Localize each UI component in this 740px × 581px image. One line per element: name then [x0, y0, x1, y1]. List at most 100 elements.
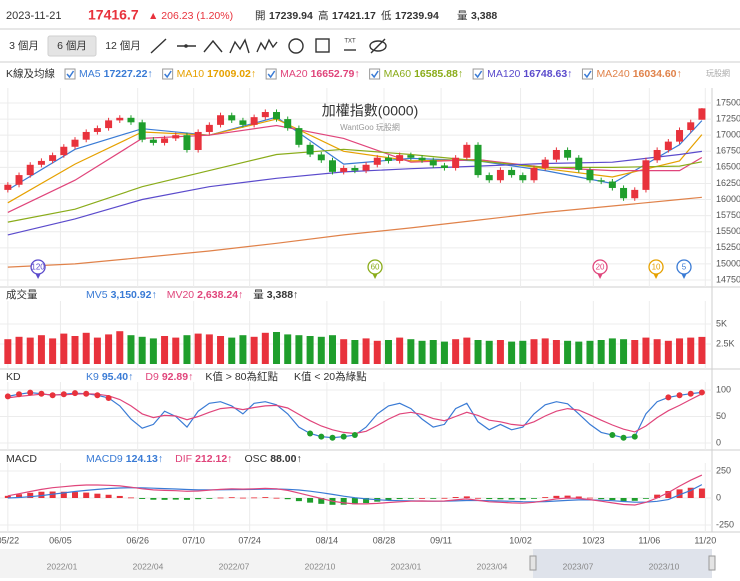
candle-body: [37, 160, 45, 165]
legend-checkbox[interactable]: [162, 68, 174, 80]
osc-bar: [340, 498, 347, 505]
candle-body: [26, 164, 34, 176]
abc-tool[interactable]: [229, 38, 250, 54]
legend-checkbox[interactable]: [369, 68, 381, 80]
navigator-handle[interactable]: [529, 555, 537, 571]
volume-bar: [284, 334, 292, 364]
osc-bar: [27, 492, 34, 498]
candle-body: [161, 138, 169, 143]
legend-checkbox[interactable]: [64, 68, 76, 80]
y-tick-label: 17250: [716, 113, 740, 123]
k-low-dot: [631, 433, 638, 440]
candle-body: [608, 181, 616, 188]
candle-body: [71, 139, 79, 147]
navigator-label: 2022/04: [133, 561, 164, 571]
angle-tool[interactable]: [203, 39, 223, 53]
legend-checkbox[interactable]: [581, 68, 593, 80]
volume-bar: [250, 336, 258, 364]
x-tick-label: 05/22: [0, 535, 19, 545]
range-button[interactable]: [100, 36, 146, 56]
osc-bar: [620, 498, 627, 502]
stat-value: 2,638.24↑: [197, 289, 243, 301]
legend-check: [267, 70, 276, 79]
ma-start-marker: [676, 259, 692, 275]
legend-value: 16585.88↑: [414, 68, 463, 80]
osc-bar: [351, 498, 358, 505]
hline-tool[interactable]: [177, 44, 196, 48]
volume-bar: [373, 340, 381, 364]
osc-bar: [195, 498, 202, 500]
ma-start-label: 60: [371, 263, 380, 272]
line-tool[interactable]: [150, 38, 167, 54]
low-label: 低: [381, 9, 392, 22]
range-button-label[interactable]: 3 個月: [9, 39, 39, 52]
volume-bar: [418, 340, 426, 364]
range-button[interactable]: [3, 36, 45, 56]
candle-body: [250, 117, 258, 125]
legend-check: [474, 70, 483, 79]
y-tick-label: 0: [716, 492, 721, 502]
kd-note: K值 > 80為紅點: [205, 370, 278, 383]
candle-body: [49, 155, 57, 161]
navigator-window[interactable]: [533, 549, 712, 578]
range-button-label[interactable]: 12 個月: [105, 39, 141, 52]
circle-tool[interactable]: [288, 38, 304, 54]
osc-bar: [127, 497, 134, 499]
stat-name: MV20: [167, 289, 195, 301]
text-tool[interactable]: TXT: [344, 39, 356, 45]
osc-bar: [542, 497, 549, 498]
k-high-dot: [94, 392, 101, 399]
volume-bar: [194, 333, 202, 364]
y-tick-label: -250: [716, 519, 734, 529]
panel-title: MACD: [6, 453, 37, 465]
candle-body: [597, 180, 605, 182]
drawing-tools: TXT: [150, 38, 387, 54]
k-low-dot: [340, 433, 347, 440]
hide-tool[interactable]: [369, 38, 387, 54]
stat-name: D9: [145, 371, 159, 383]
stat-name: DIF: [175, 453, 192, 465]
osc-bar: [654, 494, 661, 498]
candle-body: [407, 155, 415, 158]
wave-tool[interactable]: [256, 38, 278, 53]
range-button[interactable]: [47, 35, 97, 57]
stat-name: MV5: [86, 289, 108, 301]
osc-bar: [83, 492, 90, 498]
legend-checkbox[interactable]: [472, 68, 484, 80]
navigator-label: 2022/10: [305, 561, 336, 571]
volume-bar: [440, 341, 448, 364]
osc-bar: [553, 495, 560, 498]
osc-bar: [586, 497, 593, 499]
rect-tool[interactable]: [315, 38, 330, 53]
osc-bar: [665, 490, 672, 498]
volume-bar: [228, 337, 236, 364]
osc-bar: [687, 487, 694, 498]
volume-bar: [396, 337, 404, 364]
candle-body: [317, 154, 325, 161]
macd-line: [7, 474, 703, 506]
k-high-dot: [38, 390, 45, 397]
range-button-label[interactable]: 6 個月: [57, 39, 87, 52]
candle-body: [351, 168, 359, 171]
volume-bar: [407, 339, 415, 364]
candle-body: [284, 119, 292, 129]
candle-body: [664, 141, 672, 150]
volume-bar: [429, 340, 437, 364]
candle-body: [687, 122, 695, 131]
y-tick-label: 50: [716, 411, 726, 421]
k-high-dot: [105, 394, 112, 401]
watermark: 玩股網: [706, 68, 730, 78]
candle-body: [149, 139, 157, 143]
volume-bar: [664, 340, 672, 364]
ma-start-label: 120: [31, 263, 45, 272]
volume-bar: [541, 338, 549, 364]
osc-bar: [430, 498, 437, 499]
candle-body: [116, 117, 124, 121]
volume-bar: [362, 338, 370, 364]
k-low-dot: [351, 432, 358, 439]
navigator-handle[interactable]: [708, 555, 716, 571]
osc-bar: [407, 498, 414, 499]
osc-bar: [385, 498, 392, 501]
legend-checkbox[interactable]: [265, 68, 277, 80]
k-high-dot: [4, 393, 11, 400]
